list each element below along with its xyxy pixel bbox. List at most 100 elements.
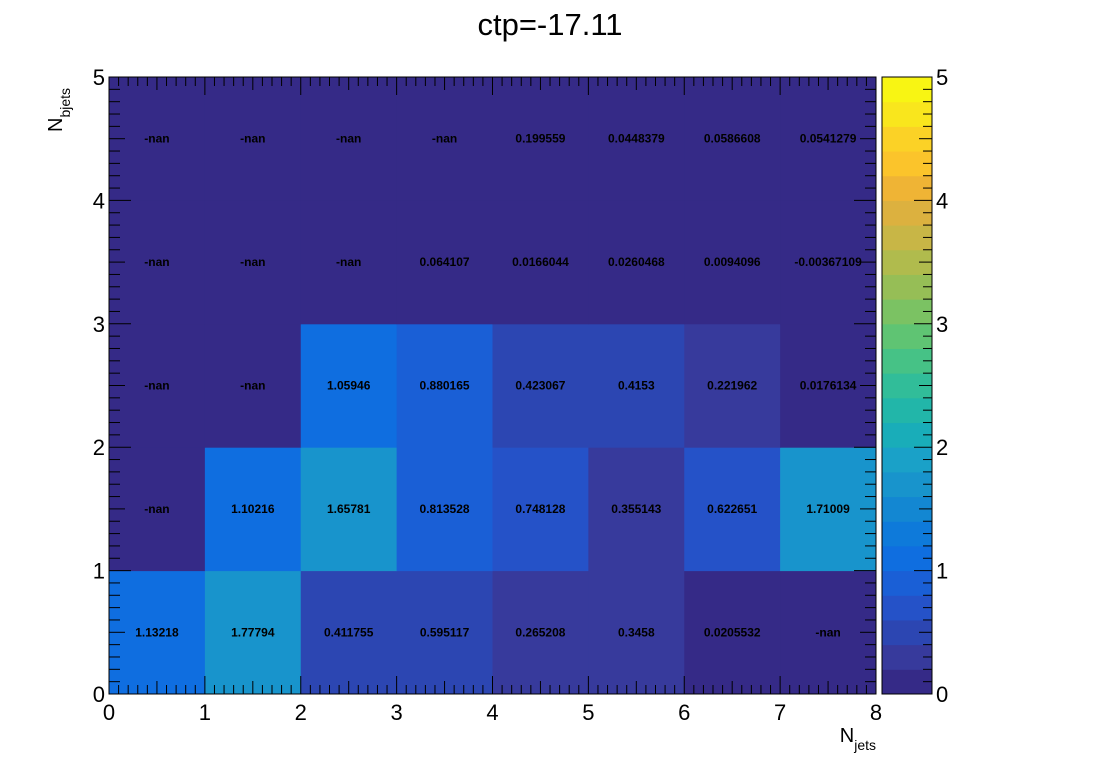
heatmap-cell — [109, 323, 206, 448]
heatmap-cell — [396, 323, 493, 448]
heatmap-cell — [109, 77, 206, 201]
cell-value-label: -nan — [240, 132, 265, 146]
heatmap-cell — [492, 570, 589, 695]
cell-value-label: -nan — [240, 379, 265, 393]
cell-value-label: 0.0541279 — [800, 132, 857, 146]
heatmap-cell — [300, 77, 398, 201]
heatmap-cells — [109, 77, 877, 695]
x-axis-title-sub: jets — [853, 737, 876, 753]
cell-value-label: -nan — [336, 132, 361, 146]
cell-value-label: 0.221962 — [707, 379, 757, 393]
x-tick-label: 0 — [103, 700, 115, 725]
colorbar: 0 1 2 3 4 5 — [881, 65, 948, 707]
heatmap-cell — [396, 77, 493, 201]
cell-value-label: 1.05946 — [327, 379, 371, 393]
heatmap-cell — [204, 200, 302, 325]
heatmap-cell — [109, 447, 206, 572]
heatmap-cell — [684, 323, 781, 448]
colorbar-tick-label: 1 — [936, 559, 948, 584]
cell-value-label: 0.411755 — [324, 625, 374, 639]
cell-value-label: 0.355143 — [611, 502, 661, 516]
y-tick-label: 4 — [93, 188, 105, 213]
heatmap-cell — [396, 200, 493, 325]
x-tick-label: 4 — [486, 700, 498, 725]
heatmap-cell — [588, 200, 685, 325]
heatmap-cell — [492, 77, 589, 201]
heatmap-cell — [109, 570, 206, 695]
cell-value-label: 0.0448379 — [608, 132, 665, 146]
heatmap-cell — [300, 200, 398, 325]
chart-title: ctp=-17.11 — [477, 7, 622, 42]
heatmap-cell — [300, 323, 398, 448]
cell-value-label: 0.622651 — [707, 502, 757, 516]
heatmap-cell — [684, 200, 781, 325]
y-tick-label: 5 — [93, 65, 105, 90]
x-axis-title-main: N — [840, 725, 854, 747]
y-tick-label: 2 — [93, 435, 105, 460]
cell-value-label: 0.0176134 — [800, 379, 857, 393]
colorbar-tick-label: 5 — [936, 65, 948, 90]
x-axis: 0 1 2 3 4 5 6 7 8 — [103, 77, 882, 725]
colorbar-tick-label: 4 — [936, 188, 948, 213]
y-axis-title-sub: bjets — [57, 88, 73, 118]
cell-value-label: 0.0094096 — [704, 255, 761, 269]
cell-value-label: 1.71009 — [806, 502, 850, 516]
cell-value-label: 1.77794 — [231, 625, 275, 639]
y-axis-title-main: N — [45, 118, 67, 132]
cell-value-label: 0.748128 — [515, 502, 565, 516]
cell-value-label: -nan — [144, 502, 169, 516]
y-tick-label: 3 — [93, 312, 105, 337]
heatmap-cell — [684, 447, 781, 572]
heatmap-cell — [204, 323, 302, 448]
colorbar-tick-label: 2 — [936, 435, 948, 460]
heatmap-cell — [300, 570, 398, 695]
cell-value-label: -nan — [336, 255, 361, 269]
x-tick-label: 7 — [774, 700, 786, 725]
heatmap-cell-labels: 1.13218 1.77794 0.411755 0.595117 0.265208 0.… — [135, 132, 862, 640]
heatmap-cell — [492, 323, 589, 448]
cell-value-label: 0.595117 — [420, 625, 470, 639]
heatmap-cell — [300, 447, 398, 572]
heatmap-cell — [492, 447, 589, 572]
cell-value-label: -nan — [240, 255, 265, 269]
cell-value-label: -nan — [144, 132, 169, 146]
cell-value-label: 1.13218 — [135, 625, 179, 639]
cell-value-label: 0.4153 — [618, 379, 655, 393]
heatmap-cell — [684, 570, 781, 695]
heatmap-cell — [204, 570, 302, 695]
y-axis-title: Nbjets — [45, 88, 73, 132]
heatmap-cell — [396, 570, 493, 695]
y-axis: 0 1 2 3 4 5 — [93, 65, 876, 707]
heatmap-cell — [684, 77, 781, 201]
cell-value-label: 0.0260468 — [608, 255, 665, 269]
cell-value-label: 0.423067 — [515, 379, 565, 393]
cell-value-label: 0.199559 — [515, 132, 565, 146]
cell-value-label: 1.65781 — [327, 502, 371, 516]
cell-value-label: 0.813528 — [420, 502, 470, 516]
y-tick-label: 0 — [93, 682, 105, 707]
heatmap-cell — [204, 77, 302, 201]
heatmap-cell — [588, 323, 685, 448]
heatmap-cell — [588, 570, 685, 695]
cell-value-label: 1.10216 — [231, 502, 275, 516]
cell-value-label: 0.880165 — [420, 379, 470, 393]
x-tick-label: 6 — [678, 700, 690, 725]
heatmap-cell — [588, 77, 685, 201]
colorbar-tick-label: 0 — [936, 682, 948, 707]
cell-value-label: 0.0205532 — [704, 625, 761, 639]
heatmap-cell — [109, 200, 206, 325]
heatmap-cell — [204, 447, 302, 572]
x-tick-label: 5 — [582, 700, 594, 725]
y-tick-label: 1 — [93, 559, 105, 584]
colorbar-tick-label: 3 — [936, 312, 948, 337]
cell-value-label: -0.00367109 — [794, 255, 862, 269]
heatmap-cell — [396, 447, 493, 572]
x-tick-label: 2 — [295, 700, 307, 725]
cell-value-label: 0.0586608 — [704, 132, 761, 146]
cell-value-label: -nan — [144, 255, 169, 269]
cell-value-label: 0.0166044 — [512, 255, 569, 269]
heatmap-cell — [588, 447, 685, 572]
cell-value-label: 0.3458 — [618, 625, 655, 639]
cell-value-label: 0.064107 — [420, 255, 470, 269]
